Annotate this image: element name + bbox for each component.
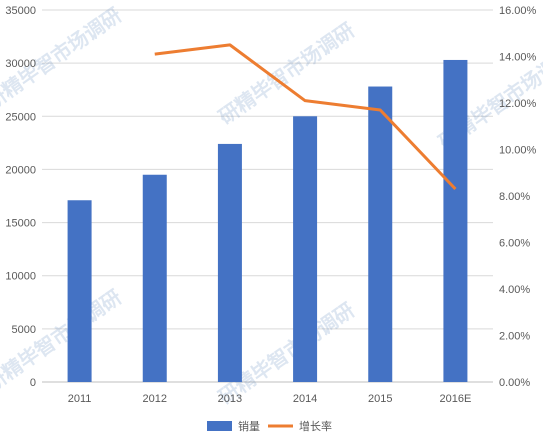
line-series [154,43,457,191]
left-axis-tick-label: 30000 [5,58,36,70]
right-axis-tick-label: 16.00% [499,5,537,17]
x-axis-tick-label: 2012 [143,393,167,405]
x-axis-tick-label: 2011 [68,393,92,405]
x-axis-tick-label: 2014 [293,393,317,405]
right-axis-tick-label: 4.00% [499,284,530,296]
right-axis-tick-label: 6.00% [499,238,530,250]
legend-bar-swatch [207,421,232,431]
growth-line [154,43,457,191]
right-axis-tick-label: 14.00% [499,52,537,64]
gridlines [42,9,493,383]
watermark-text: 研精毕智市场调研 [214,18,359,129]
left-axis-tick-label: 0 [30,377,36,389]
bar-2012 [142,174,167,382]
left-axis-tick-label: 5000 [12,324,36,336]
legend-bar-label: 销量 [238,419,260,433]
right-axis-tick-label: 10.00% [499,145,537,157]
right-axis-tick-label: 12.00% [499,98,537,110]
left-axis-tick-label: 10000 [5,271,36,283]
legend: 销量 增长率 [207,419,332,433]
watermark-text: 研精毕智市场调研 [0,285,126,396]
bar-series [67,59,468,383]
bar-2011 [67,200,92,382]
legend-line-label: 增长率 [299,419,332,433]
bar-2015 [368,86,393,383]
right-axis-tick-label: 0.00% [499,377,530,389]
bar-2013 [217,143,242,382]
x-axis-tick-label: 2015 [368,393,392,405]
x-axis-tick-label: 2016E [440,393,472,405]
left-axis-tick-label: 20000 [5,164,36,176]
left-axis-tick-label: 15000 [5,218,36,230]
left-axis: 0 5000 10000 15000 20000 25000 30000 35000 [5,5,36,389]
right-axis: 0.00% 2.00% 4.00% 6.00% 8.00% 10.00% 12.00% 14.… [499,5,537,389]
right-axis-tick-label: 2.00% [499,331,530,343]
bar-2014 [293,116,318,383]
right-axis-tick-label: 8.00% [499,191,530,203]
x-axis: 2011 2012 2013 2014 2015 2016E [68,393,472,405]
x-axis-tick-label: 2013 [218,393,242,405]
left-axis-tick-label: 25000 [5,111,36,123]
bar-2016E [443,59,468,382]
left-axis-tick-label: 35000 [5,5,36,17]
